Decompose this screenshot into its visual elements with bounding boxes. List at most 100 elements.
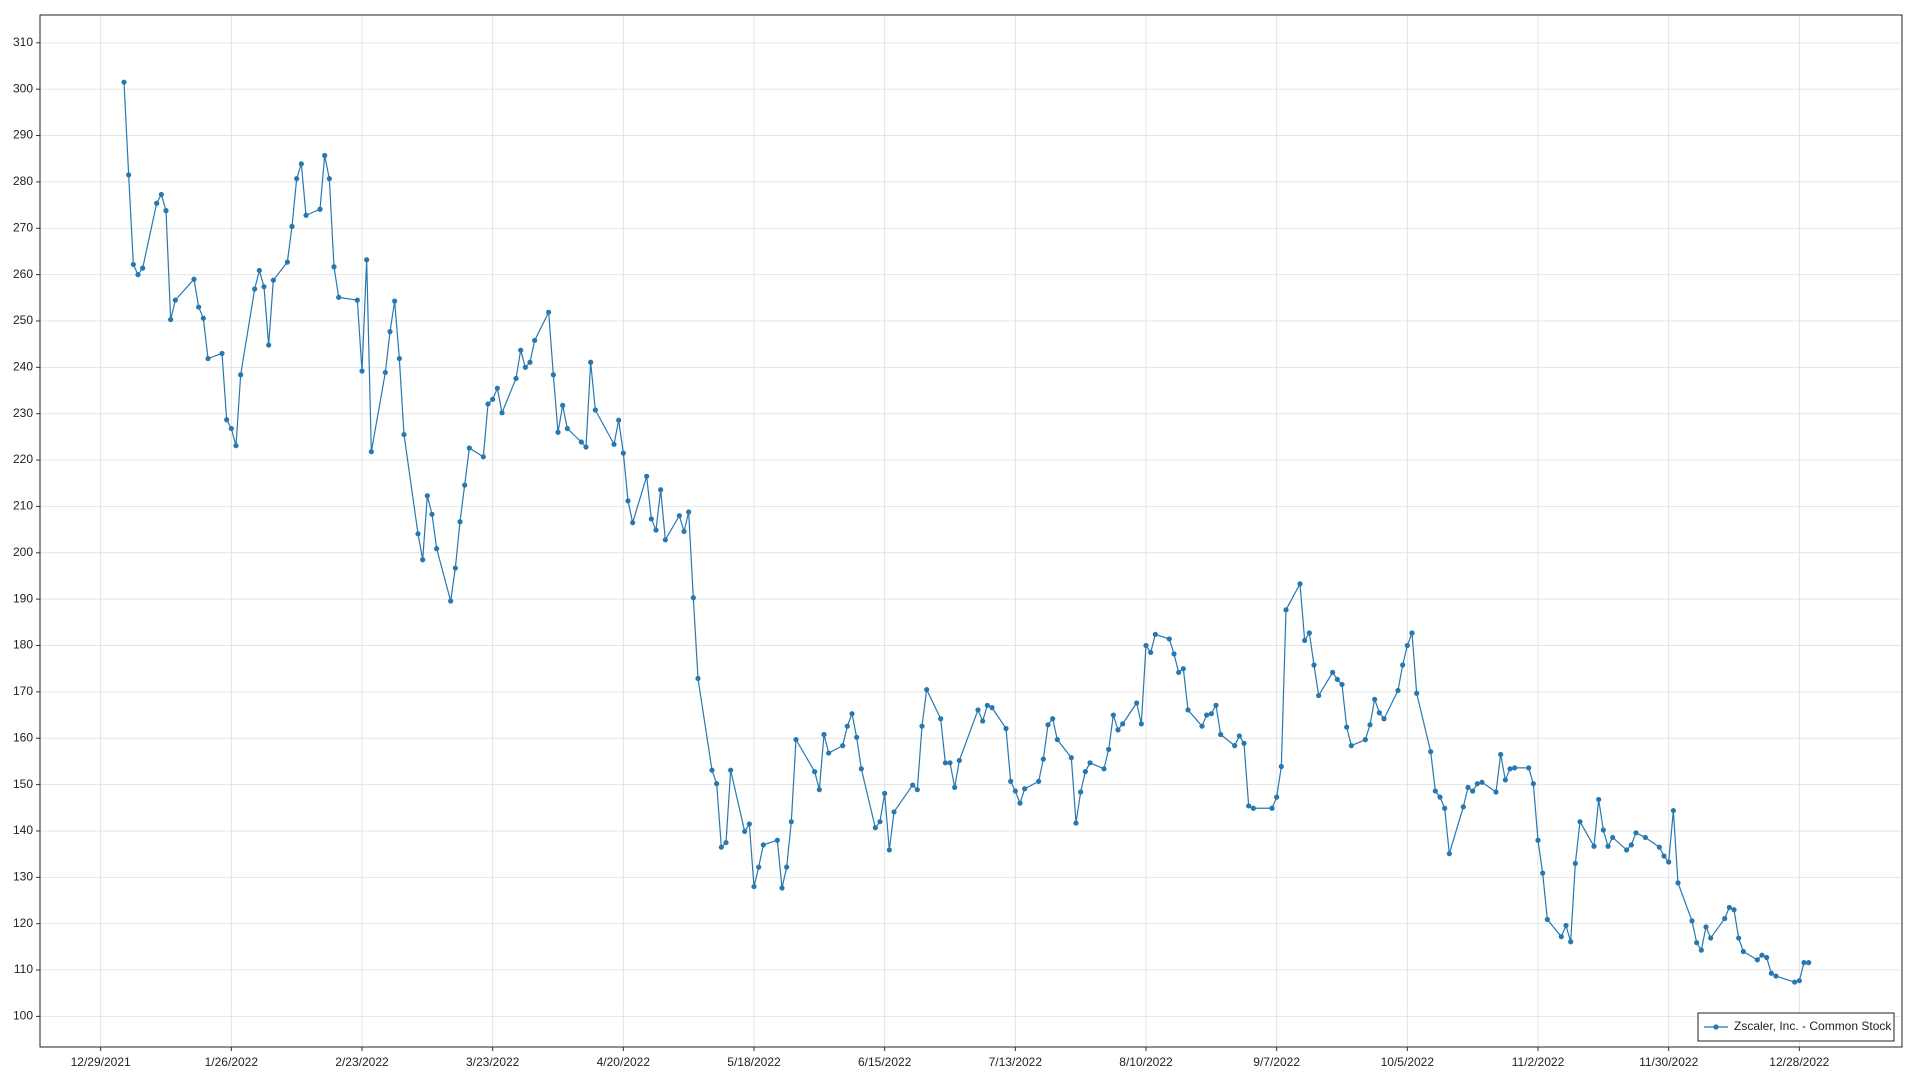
data-point [681,528,687,535]
data-point [1605,843,1611,849]
data-point [564,425,570,432]
data-point [1176,669,1182,676]
data-point [1624,847,1630,853]
data-point [1330,669,1336,676]
data-point [816,787,822,793]
data-point [728,767,734,773]
data-point [1362,737,1368,743]
data-point [1339,681,1345,688]
data-point [1367,722,1373,728]
data-point [1512,765,1518,771]
legend-marker [1713,1024,1719,1030]
data-point [121,79,127,85]
data-point [546,309,552,315]
data-point [914,787,920,793]
data-point [1759,952,1765,958]
data-point [858,766,864,772]
data-point [1530,781,1536,787]
y-tick-label: 120 [13,916,33,930]
data-point [1726,904,1732,911]
data-point [252,286,258,292]
data-point [625,498,631,504]
data-point [163,208,169,214]
data-point [527,359,533,365]
data-point [1148,649,1154,656]
data-point [1689,918,1695,924]
x-tick-label: 2/23/2022 [335,1055,389,1069]
data-point [1493,789,1499,795]
data-point [886,847,892,853]
data-point [1498,751,1504,758]
data-point [219,350,225,357]
data-point [1544,916,1550,923]
data-point [1199,723,1205,729]
data-point [1115,727,1121,733]
data-point [872,825,878,831]
data-point [588,359,594,365]
x-tick-label: 10/5/2022 [1381,1055,1435,1069]
data-point [695,675,701,682]
data-point [550,372,556,378]
data-point [1078,789,1084,795]
data-point [289,223,295,230]
data-point [1082,769,1088,775]
data-point [1563,922,1569,929]
data-point [359,368,365,374]
data-point [1138,721,1144,727]
data-point [233,443,239,449]
data-point [751,883,757,890]
data-point [490,396,496,402]
data-point [1670,807,1676,814]
data-point [718,844,724,850]
y-tick-label: 280 [13,174,33,188]
data-point [452,565,458,571]
y-tick-label: 180 [13,638,33,652]
data-point [1642,834,1648,841]
data-point [1628,842,1634,848]
data-point [924,686,930,693]
data-point [583,444,589,450]
y-tick-label: 220 [13,452,33,466]
data-point [1479,779,1485,785]
data-point [812,769,818,775]
data-point [1703,924,1709,930]
data-point [1316,692,1322,699]
x-tick-label: 5/18/2022 [727,1055,781,1069]
data-point [1054,737,1060,743]
data-point [1610,834,1616,841]
y-tick-label: 310 [13,35,33,49]
y-tick-label: 110 [14,962,33,976]
data-point [135,272,141,278]
data-point [415,531,421,537]
data-point [826,750,832,756]
data-point [1017,800,1023,806]
data-point [298,161,304,167]
data-point [560,402,566,408]
data-point [1395,687,1401,694]
data-point [1694,940,1700,946]
data-point [1437,794,1443,800]
data-point [1185,707,1191,713]
data-point [1540,870,1546,876]
data-point [1591,843,1597,849]
data-point [952,784,958,790]
data-point [401,431,407,438]
data-point [1050,716,1056,722]
y-tick-label: 170 [13,684,33,698]
data-point [424,493,430,499]
data-point [1764,954,1770,961]
data-point [126,172,132,178]
data-point [1400,662,1406,668]
data-point [1675,880,1681,886]
data-point [322,152,328,159]
data-point [1171,651,1177,657]
data-point [364,257,370,263]
data-point [1502,777,1508,783]
y-tick-label: 250 [13,313,33,327]
data-point [1106,746,1112,752]
legend: Zscaler, Inc. - Common Stock [1697,1012,1895,1042]
data-point [1208,711,1214,717]
data-point [1404,642,1410,649]
data-point [294,176,300,182]
